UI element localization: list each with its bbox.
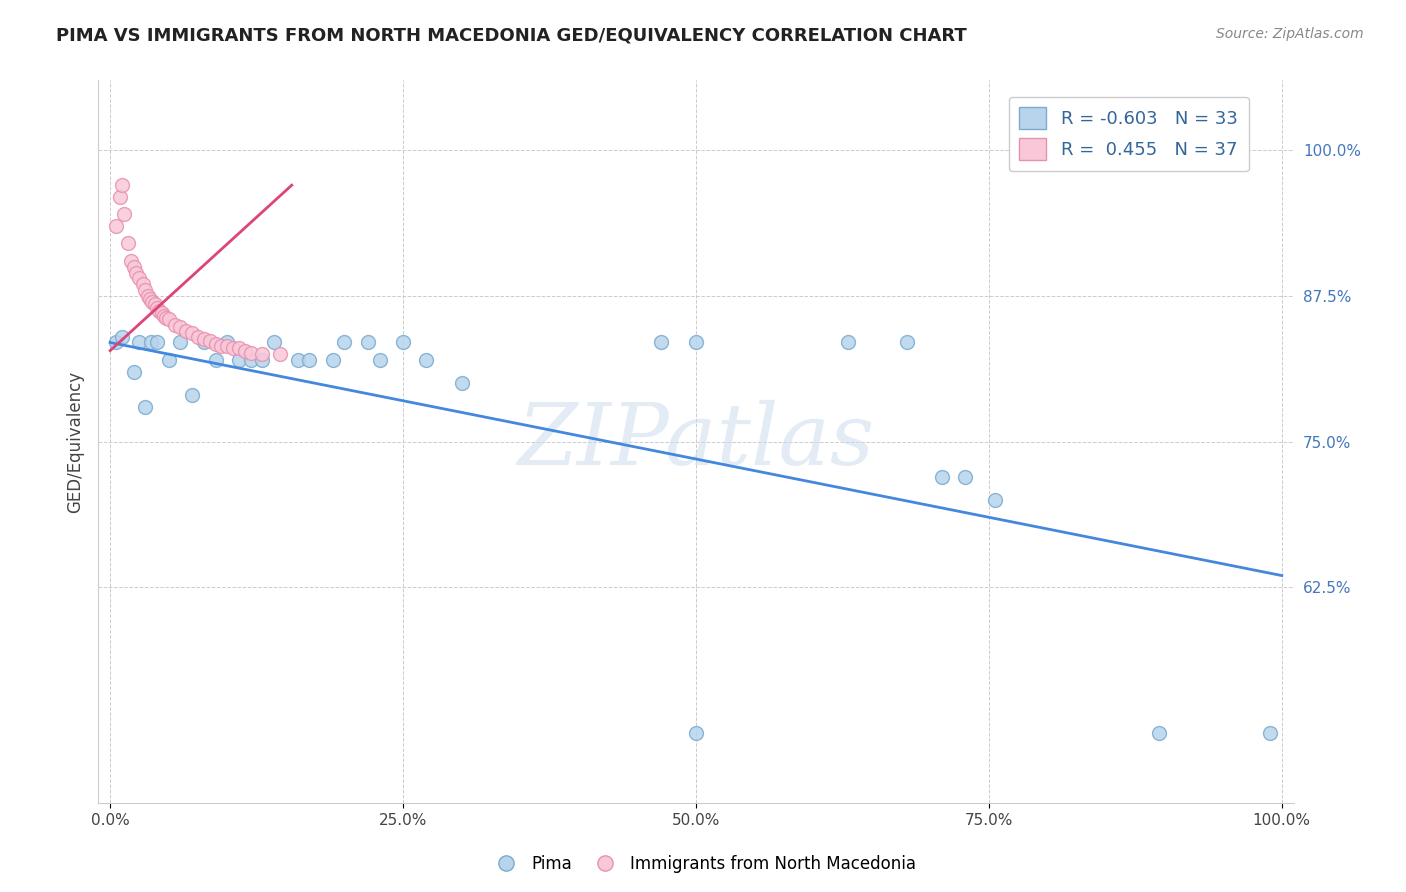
Point [143,297,166,311]
Point [146,335,169,350]
Point [157,312,180,326]
Point [141,294,163,309]
Legend: Pima, Immigrants from North Macedonia: Pima, Immigrants from North Macedonia [482,848,924,880]
Point [263,335,285,350]
Point [252,353,274,368]
Point [239,346,262,360]
Point [287,353,309,368]
Text: Source: ZipAtlas.com: Source: ZipAtlas.com [1216,27,1364,41]
Point [1147,726,1170,740]
Point [198,334,221,349]
Point [187,329,209,343]
Point [117,236,139,251]
Point [204,353,226,368]
Point [217,339,239,353]
Point [685,726,707,740]
Point [157,353,180,368]
Point [141,335,163,350]
Point [155,311,177,326]
Point [955,469,977,483]
Point [128,335,150,350]
Point [450,376,472,391]
Point [1258,726,1281,740]
Point [150,306,173,320]
Point [120,254,142,268]
Point [298,353,321,368]
Point [984,492,1007,507]
Y-axis label: GED/Equivalency: GED/Equivalency [66,370,84,513]
Point [204,336,226,351]
Point [139,293,162,307]
Point [125,266,148,280]
Point [111,329,134,343]
Point [105,335,128,350]
Point [153,309,176,323]
Text: PIMA VS IMMIGRANTS FROM NORTH MACEDONIA GED/EQUIVALENCY CORRELATION CHART: PIMA VS IMMIGRANTS FROM NORTH MACEDONIA … [56,27,967,45]
Point [685,335,707,350]
Point [233,343,256,358]
Point [837,335,859,350]
Point [128,271,150,285]
Point [333,335,356,350]
Point [169,335,191,350]
Text: ZIPatlas: ZIPatlas [517,401,875,483]
Point [132,277,155,292]
Point [148,304,170,318]
Point [134,400,156,414]
Point [368,353,391,368]
Point [108,190,131,204]
Point [181,326,204,341]
Point [181,388,204,402]
Point [122,260,145,274]
Legend: R = -0.603   N = 33, R =  0.455   N = 37: R = -0.603 N = 33, R = 0.455 N = 37 [1008,96,1249,171]
Point [222,341,245,355]
Point [122,365,145,379]
Point [193,332,215,346]
Point [357,335,380,350]
Point [146,301,169,315]
Point [252,347,274,361]
Point [136,289,159,303]
Point [169,320,191,334]
Point [134,283,156,297]
Point [269,347,291,361]
Point [392,335,415,350]
Point [415,353,437,368]
Point [174,324,197,338]
Point [228,353,250,368]
Point [217,335,239,350]
Point [322,353,344,368]
Point [111,178,134,193]
Point [163,318,186,332]
Point [112,207,135,221]
Point [211,339,233,353]
Point [650,335,672,350]
Point [239,353,262,368]
Point [105,219,128,233]
Point [193,335,215,350]
Point [896,335,918,350]
Point [228,341,250,355]
Point [931,469,953,483]
